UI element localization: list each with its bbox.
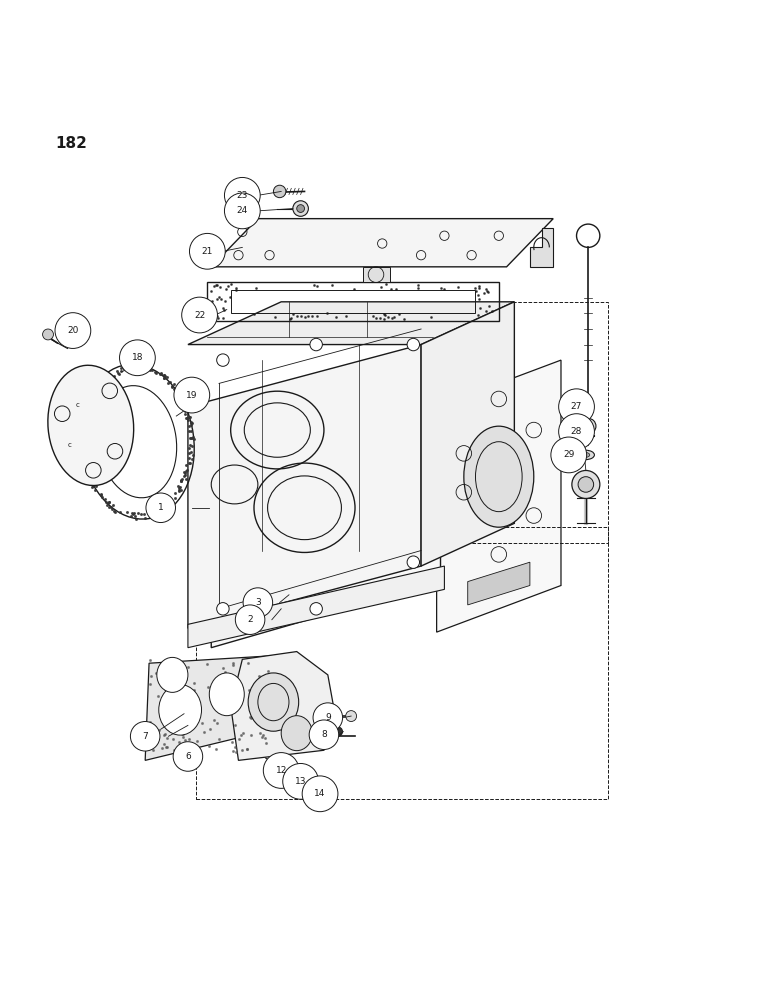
Circle shape: [292, 201, 308, 216]
Text: 3: 3: [255, 598, 261, 607]
Circle shape: [309, 720, 339, 749]
Polygon shape: [188, 566, 445, 648]
Ellipse shape: [209, 673, 244, 716]
Circle shape: [174, 377, 210, 413]
Circle shape: [346, 711, 356, 722]
Ellipse shape: [157, 657, 188, 692]
Text: 9: 9: [325, 713, 331, 722]
Text: 2: 2: [247, 615, 253, 624]
Ellipse shape: [464, 426, 534, 527]
Circle shape: [580, 418, 596, 434]
Ellipse shape: [281, 716, 312, 751]
Circle shape: [310, 338, 322, 351]
Polygon shape: [437, 360, 561, 632]
Text: 27: 27: [571, 402, 582, 411]
Ellipse shape: [248, 673, 299, 731]
Circle shape: [217, 603, 229, 615]
Circle shape: [190, 233, 225, 269]
Text: 14: 14: [314, 789, 326, 798]
Text: c: c: [67, 442, 71, 448]
Polygon shape: [188, 345, 421, 628]
Polygon shape: [188, 302, 514, 345]
Text: 8: 8: [321, 730, 327, 739]
Circle shape: [551, 437, 587, 473]
Circle shape: [43, 329, 54, 340]
Text: 23: 23: [236, 191, 248, 200]
Text: 29: 29: [563, 450, 574, 459]
Circle shape: [282, 763, 318, 799]
Text: 6: 6: [185, 752, 191, 761]
Ellipse shape: [582, 453, 590, 457]
Ellipse shape: [48, 365, 133, 486]
Text: 182: 182: [56, 136, 87, 151]
Text: c: c: [75, 402, 79, 408]
Text: 19: 19: [186, 391, 197, 400]
Ellipse shape: [159, 685, 201, 735]
Circle shape: [310, 603, 322, 615]
Polygon shape: [421, 302, 514, 566]
Circle shape: [302, 776, 338, 812]
Circle shape: [225, 177, 261, 213]
Circle shape: [290, 777, 300, 786]
Circle shape: [333, 727, 342, 736]
Polygon shape: [231, 652, 335, 760]
Polygon shape: [363, 267, 390, 282]
Circle shape: [407, 338, 420, 351]
Circle shape: [578, 477, 594, 492]
Polygon shape: [211, 360, 441, 648]
Text: 12: 12: [275, 766, 287, 775]
Polygon shape: [468, 562, 530, 605]
Circle shape: [558, 414, 594, 449]
Circle shape: [130, 722, 160, 751]
Text: 7: 7: [142, 732, 148, 741]
Text: 22: 22: [194, 311, 205, 320]
Circle shape: [225, 193, 261, 229]
Text: 24: 24: [236, 206, 248, 215]
Circle shape: [274, 185, 285, 198]
Text: 18: 18: [132, 353, 144, 362]
Circle shape: [173, 742, 203, 771]
Text: 20: 20: [67, 326, 79, 335]
Circle shape: [313, 703, 342, 732]
Polygon shape: [530, 228, 553, 267]
Circle shape: [55, 313, 90, 348]
Circle shape: [558, 389, 594, 425]
Circle shape: [217, 354, 229, 366]
Text: 28: 28: [571, 427, 582, 436]
Circle shape: [407, 556, 420, 568]
Circle shape: [243, 588, 273, 617]
Circle shape: [146, 493, 176, 523]
Text: 1: 1: [158, 503, 164, 512]
Text: 13: 13: [295, 777, 307, 786]
Circle shape: [119, 340, 155, 376]
Polygon shape: [211, 219, 553, 267]
Circle shape: [236, 605, 265, 634]
Circle shape: [182, 297, 218, 333]
Polygon shape: [145, 655, 278, 760]
Text: 21: 21: [202, 247, 213, 256]
Circle shape: [296, 205, 304, 212]
Circle shape: [264, 753, 299, 788]
Ellipse shape: [577, 450, 594, 460]
Circle shape: [572, 470, 600, 498]
